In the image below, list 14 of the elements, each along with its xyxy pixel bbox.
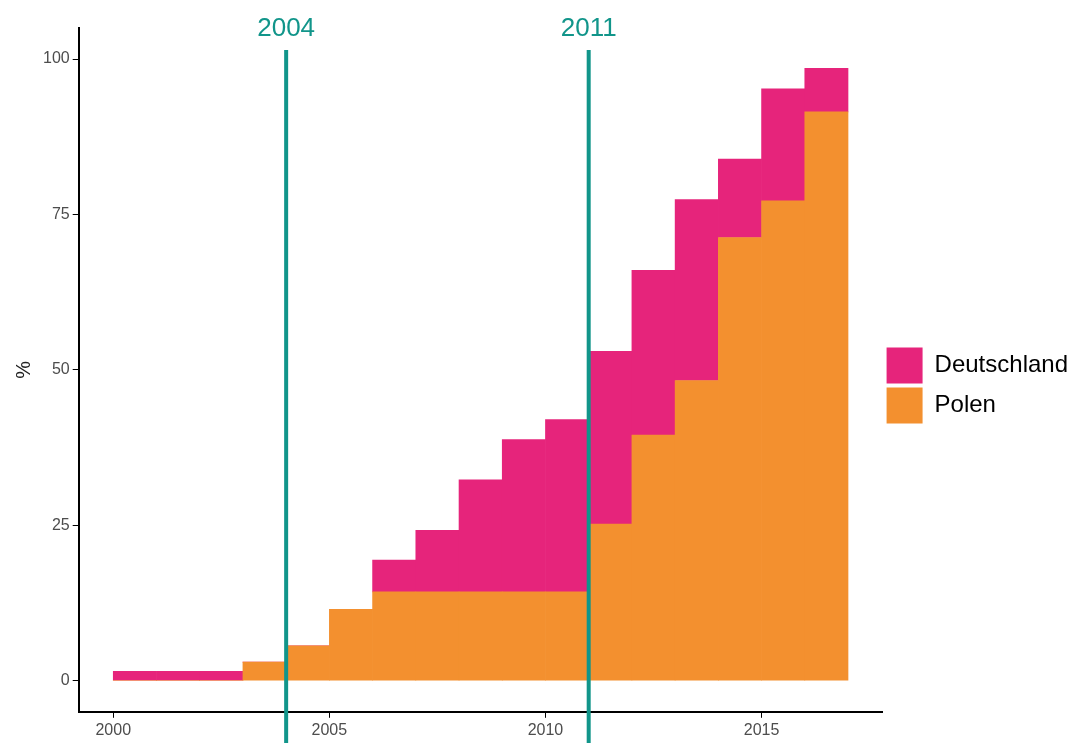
legend-label: Deutschland: [934, 350, 1068, 378]
ref-line-label: 2004: [257, 12, 316, 43]
y-tick-label: 75: [51, 204, 70, 222]
ref-line-label: 2011: [560, 12, 617, 43]
x-tick-label: 2005: [311, 720, 348, 738]
y-tick-label: 0: [60, 671, 70, 689]
x-tick-label: 2010: [527, 720, 564, 738]
x-tick-label: 2000: [95, 720, 132, 738]
legend-label: Polen: [934, 390, 996, 418]
y-axis-title: %: [11, 360, 34, 379]
y-tick-label: 100: [42, 49, 70, 67]
x-tick-label: 2015: [743, 720, 780, 738]
y-tick-label: 50: [51, 360, 70, 378]
y-tick-label: 25: [51, 515, 70, 533]
